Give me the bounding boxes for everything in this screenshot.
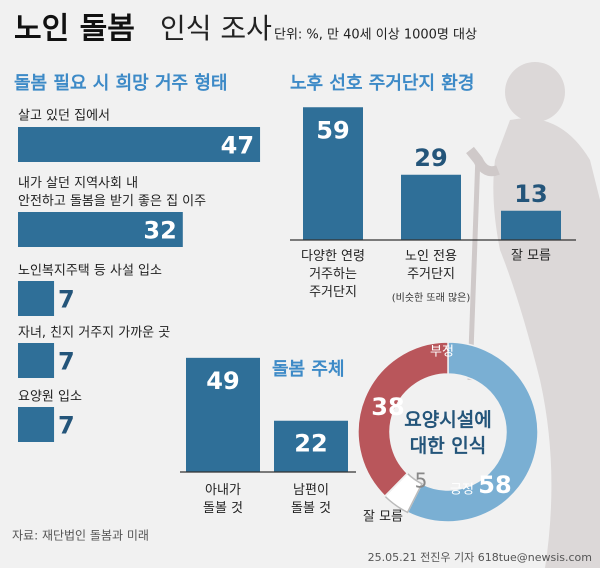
segment-label: 부정 [430,345,454,360]
value-label: 29 [414,144,447,172]
category-label: 아내가 돌볼 것 [203,483,243,516]
value-label: 7 [58,348,75,376]
chart-title: 돌봄 주체 [272,359,345,380]
category-label: 자녀, 친지 거주지 가까운 곳 [18,326,170,341]
donut-segment [357,341,449,498]
value-label: 22 [294,430,327,458]
value-label: 7 [58,412,75,440]
value-label: 49 [206,367,239,395]
category-label: 다양한 연령 거주하는 주거단지 [301,249,365,300]
segment-label: 긍정 [450,483,474,498]
bar [18,127,261,162]
category-label: 요양원 입소 [18,390,82,405]
bar [501,210,561,240]
bar [18,281,55,316]
subtitle: 단위: %, 만 40세 이상 1000명 대상 [274,28,477,43]
silhouette-cane [467,154,481,381]
value-label: 47 [221,132,254,160]
bar [303,107,363,240]
bar [18,343,55,378]
bar [18,212,183,247]
value-label: 13 [514,180,547,208]
category-label: 노인 전용 주거단지 [405,249,457,282]
title-rest: 인식 조사 [160,12,272,45]
source: 자료: 재단법인 돌봄과 미래 [12,529,149,543]
bar [401,174,461,240]
donut-segment [406,341,539,523]
category-label: 노인복지주택 등 사설 입소 [18,264,162,279]
silhouette-head [505,62,565,122]
category-note: (비슷한 또래 많은) [392,292,471,304]
category-label: 내가 살던 지역사회 내 안전하고 돌봄을 받기 좋은 집 이주 [18,176,206,209]
category-label: 잘 모름 [511,249,551,264]
chart-title: 노후 선호 주거단지 환경 [290,72,474,94]
value-label: 59 [316,116,349,144]
chart-title: 돌봄 필요 시 희망 거주 형태 [14,73,228,94]
segment-value: 38 [371,393,404,421]
donut-center-label: 요양시설에 대한 인식 [404,409,491,457]
bar [274,420,348,472]
category-label: 남편이 돌볼 것 [291,483,331,516]
value-label: 32 [143,217,176,245]
bar [186,357,260,472]
credit: 25.05.21 전진우 기자 618tue@newsis.com [368,551,592,564]
segment-value: 5 [415,469,428,493]
segment-value: 58 [478,471,511,499]
category-label: 살고 있던 집에서 [18,109,110,124]
segment-label: 잘 모름 [363,510,403,525]
bar [18,407,55,442]
value-label: 7 [58,286,75,314]
title-main: 노인 돌봄 [14,12,135,47]
